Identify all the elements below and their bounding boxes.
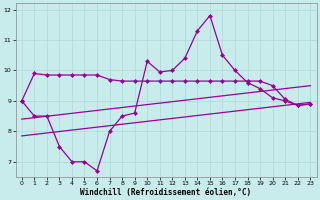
- X-axis label: Windchill (Refroidissement éolien,°C): Windchill (Refroidissement éolien,°C): [80, 188, 252, 197]
